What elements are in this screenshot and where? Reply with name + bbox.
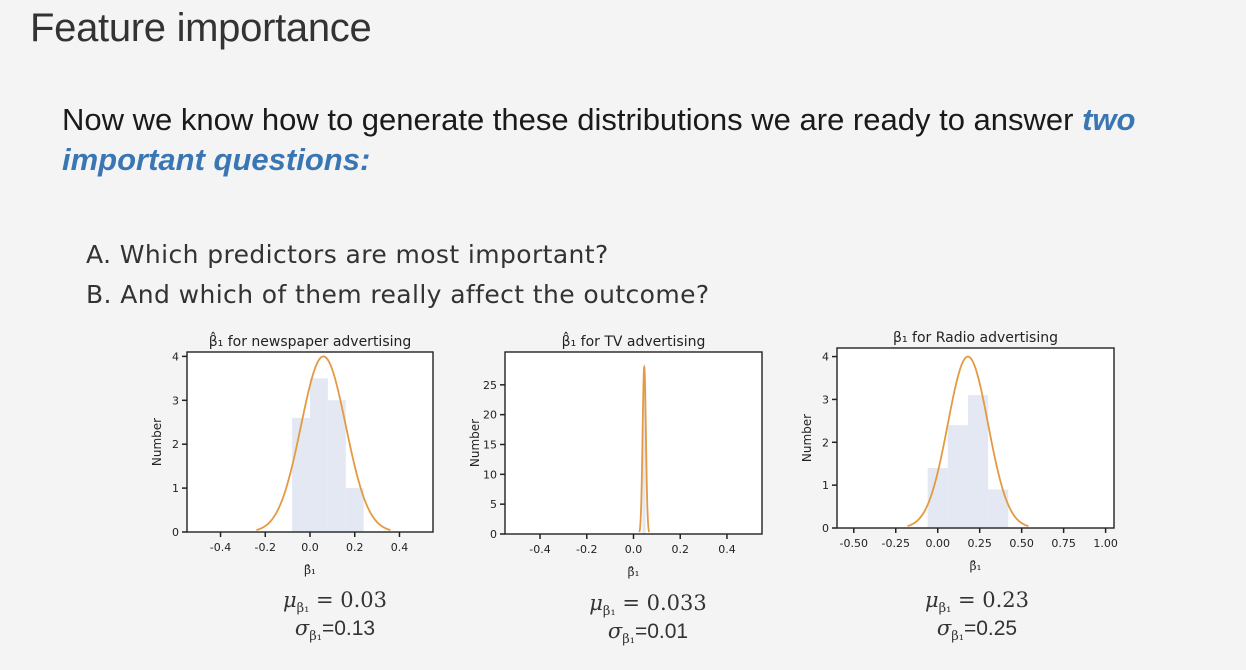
density-curve: [638, 364, 651, 533]
mean-stat: μβ₁ = 0.03: [282, 588, 388, 617]
stats-tv: μβ₁ = 0.033 σβ₁=0.01: [578, 591, 718, 647]
x-tick-label: 0.2: [346, 541, 364, 554]
y-tick-label: 2: [822, 436, 829, 449]
question-list: A. Which predictors are most important? …: [86, 235, 710, 315]
histogram-bar: [644, 384, 646, 534]
question-a: A. Which predictors are most important?: [86, 240, 609, 269]
y-tick-label: 25: [483, 379, 497, 392]
x-tick-label: 0.0: [625, 543, 643, 556]
x-tick-label: 0.2: [671, 543, 689, 556]
x-tick-label: -0.25: [882, 537, 910, 550]
intro-text: Now we know how to generate these distri…: [62, 100, 1222, 180]
chart-newspaper: -0.4 -0.2 0.0 0.2 0.4 0 1 2 3 4 β̂₁ for newspaper …: [145, 320, 455, 590]
y-tick-label: 10: [483, 468, 497, 481]
stats-newspaper: μβ₁ = 0.03 σβ₁=0.13: [270, 588, 400, 644]
density-curve: [907, 355, 1029, 527]
x-tick-label: 0.4: [718, 543, 736, 556]
y-tick-label: 4: [822, 351, 829, 364]
chart-title: β̂₁ for newspaper advertising: [209, 331, 412, 350]
sd-stat: σβ₁=0.13: [294, 616, 376, 645]
plot-frame: [836, 347, 1115, 529]
y-axis-label: Number: [800, 414, 814, 462]
x-tick-label: -0.4: [529, 543, 550, 556]
y-tick-label: 0: [822, 522, 829, 535]
x-tick-label: 0.00: [925, 537, 950, 550]
chart-svg: -0.50 -0.25 0.00 0.25 0.50 0.75 1.00 0 1 2 3 4 β₁ fo…: [800, 330, 1118, 573]
sd-stat: σβ₁=0.01: [607, 619, 689, 648]
intro-lead: Now we know how to generate these distri…: [62, 102, 1083, 137]
intro-emphasis: two important questions:: [62, 102, 1136, 177]
histogram-bar: [292, 417, 310, 532]
chart-svg: -0.4 -0.2 0.0 0.2 0.4 0 1 2 3 4 β̂₁ for newspaper …: [150, 331, 434, 577]
chart-title: β₁ for Radio advertising: [893, 330, 1058, 346]
x-tick-label: 1.00: [1093, 537, 1118, 550]
x-tick-label: -0.4: [210, 541, 231, 554]
histogram-bar: [967, 395, 989, 528]
histogram-bar: [310, 378, 328, 532]
slide-title: Feature importance: [30, 6, 372, 50]
density-curve: [256, 355, 391, 531]
chart-radio: -0.50 -0.25 0.00 0.25 0.50 0.75 1.00 0 1 2 3 4 β₁ fo…: [790, 320, 1135, 590]
y-tick-label: 2: [172, 438, 179, 451]
y-tick-label: 0: [490, 528, 497, 541]
y-tick-label: 20: [483, 409, 497, 422]
chart-svg: -0.4 -0.2 0.0 0.2 0.4 0 5 10 15 20 25 β̂₁ for TV ad…: [468, 331, 763, 579]
mean-stat: μβ₁ = 0.033: [589, 591, 707, 620]
histogram-bar: [927, 468, 948, 528]
x-tick-label: -0.50: [840, 537, 868, 550]
x-tick-label: 0.4: [391, 541, 409, 554]
y-axis-label: Number: [468, 419, 482, 467]
y-tick-label: 5: [490, 498, 497, 511]
plot-area: [505, 352, 762, 534]
y-tick-label: 15: [483, 438, 497, 451]
y-tick-label: 3: [822, 393, 829, 406]
x-tick-label: 0.75: [1051, 537, 1076, 550]
y-tick-label: 1: [822, 479, 829, 492]
x-axis-label: β̂₁: [970, 559, 982, 573]
x-tick-label: -0.2: [255, 541, 276, 554]
histogram-bar: [327, 400, 346, 532]
chart-tv: -0.4 -0.2 0.0 0.2 0.4 0 5 10 15 20 25 β̂₁ for TV ad…: [455, 320, 780, 590]
histogram-bar: [345, 488, 364, 532]
y-tick-label: 1: [172, 482, 179, 495]
y-tick-label: 4: [172, 350, 179, 363]
chart-title: β̂₁ for TV advertising: [562, 331, 706, 350]
x-axis-label: β̂₁: [304, 563, 316, 577]
histogram-bar: [642, 426, 645, 534]
stats-radio: μβ₁ = 0.23 σβ₁=0.25: [912, 588, 1042, 644]
question-b: B. And which of them really affect the o…: [86, 280, 710, 309]
histogram-bar: [988, 489, 1009, 528]
y-tick-label: 3: [172, 394, 179, 407]
histogram-bar: [947, 425, 968, 528]
x-tick-label: 0.0: [301, 541, 319, 554]
y-axis-label: Number: [150, 418, 164, 466]
sd-stat: σβ₁=0.25: [936, 616, 1018, 645]
x-tick-label: -0.2: [576, 543, 597, 556]
x-tick-label: 0.50: [1009, 537, 1034, 550]
x-axis-label: β̂₁: [628, 565, 640, 579]
y-tick-label: 0: [172, 526, 179, 539]
x-tick-label: 0.25: [967, 537, 992, 550]
mean-stat: μβ₁ = 0.23: [924, 588, 1030, 617]
